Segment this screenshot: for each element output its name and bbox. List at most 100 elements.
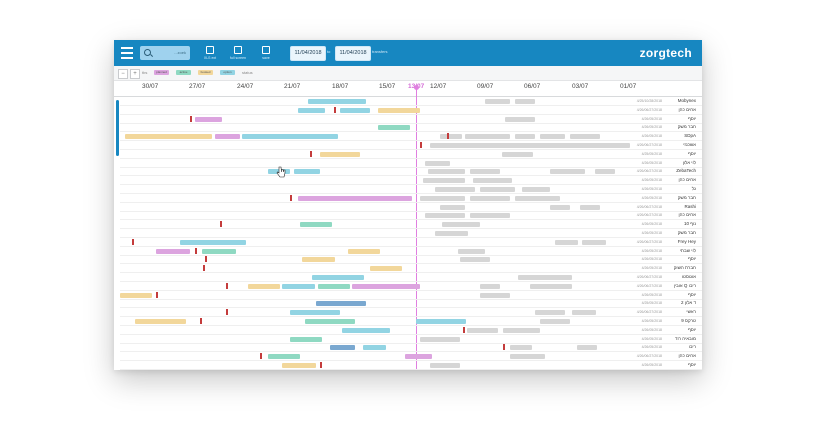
booking-bar[interactable] [423, 178, 465, 184]
booking-bar[interactable] [420, 195, 465, 201]
booking-bar[interactable] [378, 125, 410, 131]
gantt-row[interactable]: 4/26/06/27/2018 אשכנזי [120, 141, 702, 150]
date-from-field[interactable]: 11/04/2018 [290, 46, 326, 61]
booking-bar[interactable] [430, 143, 630, 148]
gantt-row[interactable]: 4/26/06/27/2018 ראשי [120, 308, 702, 318]
gantt-row[interactable]: 4/26/05/2018 חבר משק [120, 229, 702, 238]
booking-bar[interactable] [458, 248, 485, 254]
booking-bar[interactable] [420, 336, 460, 342]
booking-bar[interactable] [352, 283, 420, 289]
booking-bar[interactable] [135, 319, 186, 324]
zoom-out-button[interactable]: − [118, 69, 128, 79]
gantt-row[interactable]: 4/25/05/2018 ד אלון 2 [120, 299, 702, 309]
gantt-row[interactable]: 4/26/06/27/2018 Rashi [120, 203, 702, 212]
booking-bar[interactable] [330, 345, 355, 351]
legend-chip-active[interactable]: active [176, 70, 191, 75]
gantt-row[interactable]: 4/25/10/28/2018 Mobynex [120, 97, 702, 106]
booking-bar[interactable] [485, 99, 510, 104]
gantt-row[interactable]: 4/26/06/27/2018 אחים כהן [120, 106, 702, 115]
booking-bar[interactable] [522, 187, 550, 192]
booking-bar[interactable] [502, 151, 533, 157]
booking-bar[interactable] [470, 213, 510, 219]
gantt-row[interactable]: 4/25/05/2018 יוסף [120, 150, 702, 159]
booking-bar[interactable] [290, 310, 340, 316]
booking-bar[interactable] [195, 116, 222, 122]
gantt-row[interactable]: 4/26/05/2018 יוסף [120, 291, 702, 300]
booking-bar[interactable] [540, 319, 570, 324]
gantt-row[interactable]: 4/26/05/2018 יוסף [120, 361, 702, 370]
booking-bar[interactable] [515, 134, 535, 140]
booking-bar[interactable] [570, 134, 600, 140]
booking-bar[interactable] [416, 319, 466, 324]
booking-bar[interactable] [577, 345, 597, 351]
booking-bar[interactable] [425, 213, 465, 219]
booking-bar[interactable] [467, 327, 498, 333]
search-input[interactable]: ...zoek [140, 46, 190, 60]
booking-bar[interactable] [480, 187, 515, 192]
gantt-row[interactable]: 4/26/05/2018 אחים כהן [120, 176, 702, 186]
booking-bar[interactable] [435, 231, 468, 236]
booking-bar[interactable] [312, 275, 364, 280]
booking-bar[interactable] [305, 319, 355, 324]
gantt-row[interactable]: 4/26/05/2018 ריבו [120, 343, 702, 353]
booking-bar[interactable] [582, 239, 606, 245]
booking-bar[interactable] [503, 327, 540, 333]
booking-bar[interactable] [550, 169, 585, 175]
booking-bar[interactable] [294, 169, 320, 175]
booking-bar[interactable] [202, 248, 236, 254]
booking-bar[interactable] [535, 310, 565, 316]
zoom-in-button[interactable]: + [130, 69, 140, 79]
gantt-row[interactable]: 4/26/05/2018 חבר משק [120, 123, 702, 133]
booking-bar[interactable] [473, 178, 512, 184]
booking-bar[interactable] [348, 248, 380, 254]
gantt-row[interactable]: 4/26/05/2018 לוי שבתי [120, 247, 702, 256]
booking-bar[interactable] [595, 169, 615, 175]
gantt-row[interactable]: 4/26/06/27/2018 ZebaTech [120, 167, 702, 177]
booking-bar[interactable] [480, 292, 510, 298]
booking-bar[interactable] [268, 354, 300, 360]
gantt-row[interactable]: 4/26/06/27/2018 Frey Hey [120, 238, 702, 247]
booking-bar[interactable] [180, 239, 246, 245]
booking-bar[interactable] [572, 310, 596, 316]
booking-bar[interactable] [342, 327, 390, 333]
booking-bar[interactable] [555, 239, 578, 245]
booking-bar[interactable] [242, 134, 338, 140]
booking-bar[interactable] [156, 248, 190, 254]
booking-bar[interactable] [510, 354, 545, 360]
vertical-scrollbar[interactable] [116, 100, 119, 156]
booking-bar[interactable] [248, 283, 280, 289]
booking-bar[interactable] [290, 336, 322, 342]
gantt-row[interactable]: 4/26/05/2018 גל [120, 185, 702, 194]
booking-bar[interactable] [405, 354, 432, 360]
booking-bar[interactable] [480, 283, 500, 289]
booking-bar[interactable] [215, 134, 240, 140]
booking-bar[interactable] [510, 345, 532, 351]
booking-bar[interactable] [430, 363, 460, 368]
booking-bar[interactable] [320, 151, 360, 157]
gantt-row[interactable]: 4/26/06/27/2018 אוגוסטו [120, 273, 702, 282]
gantt-row[interactable]: 4/26/05/2018 יוסף [120, 255, 702, 265]
booking-bar[interactable] [318, 283, 350, 289]
booking-bar[interactable] [282, 283, 315, 289]
booking-bar[interactable] [363, 345, 386, 351]
fullscreen-button[interactable]: full screen [224, 46, 252, 64]
booking-bar[interactable] [300, 222, 332, 228]
booking-bar[interactable] [440, 204, 465, 210]
booking-bar[interactable] [442, 222, 480, 228]
date-to-field[interactable]: 11/04/2018 [335, 46, 371, 61]
booking-bar[interactable] [515, 99, 535, 104]
booking-bar[interactable] [435, 187, 475, 192]
booking-bar[interactable] [378, 107, 420, 113]
booking-bar[interactable] [470, 169, 500, 175]
booking-bar[interactable] [470, 195, 510, 201]
booking-bar[interactable] [515, 195, 560, 201]
booking-bar[interactable] [125, 134, 212, 140]
save-button[interactable]: save [252, 46, 280, 64]
booking-bar[interactable] [530, 283, 572, 289]
booking-bar[interactable] [540, 134, 565, 140]
gantt-row[interactable]: 4/26/05/2018 יוסף [120, 115, 702, 124]
legend-chip-planned[interactable]: planned [154, 70, 169, 75]
excel-export-button[interactable]: XLS ext [196, 46, 224, 64]
gantt-row[interactable]: 4/26/06/27/2018 אחים כהן [120, 352, 702, 362]
booking-bar[interactable] [440, 134, 462, 140]
